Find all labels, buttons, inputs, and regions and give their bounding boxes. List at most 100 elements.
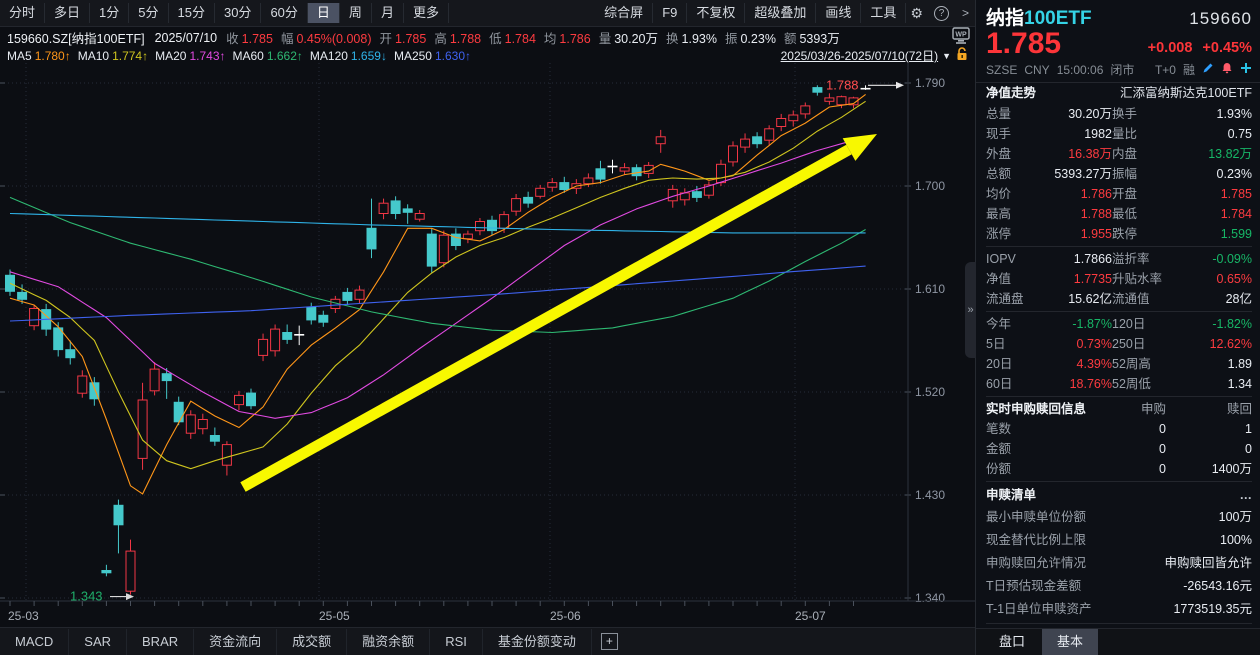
quote-info-bar: 159660.SZ[纳指100ETF] 2025/07/10 收 1.785 幅 0.… bbox=[0, 27, 975, 48]
price-change-group: +0.008 +0.45% bbox=[1148, 40, 1252, 60]
t0-tag: T+0 bbox=[1154, 62, 1176, 77]
stat-pair-row: 外盘 16.38万 内盘 13.82万 bbox=[986, 147, 1252, 161]
chevron-right-icon[interactable]: > bbox=[961, 6, 969, 20]
margin-tag: 融 bbox=[1182, 63, 1195, 77]
ma-legend-bar: MA5 1.780↑ MA10 1.774↑ MA20 1.743↑ MA60 1.662↑ M… bbox=[0, 46, 975, 65]
date-range-label[interactable]: 2025/03/26-2025/07/10(72日) bbox=[780, 49, 939, 63]
stat-量: 量 30.20万 bbox=[598, 32, 658, 46]
trend-dir-icon: ↑ bbox=[142, 48, 149, 63]
svg-text:1.343: 1.343 bbox=[70, 589, 103, 604]
wp-window-icon[interactable]: WP bbox=[951, 27, 971, 48]
stat-pair-row: 净值 1.7735 升贴水率 0.65% bbox=[986, 272, 1252, 286]
trend-dir-icon: ↑ bbox=[64, 48, 71, 63]
stat-pair-row: 流通盘 15.62亿 流通值 28亿 bbox=[986, 292, 1252, 306]
gear-icon[interactable]: ⚙ bbox=[910, 4, 923, 21]
svg-text:1.700: 1.700 bbox=[915, 179, 945, 193]
toolbar-button-6[interactable]: 工具 bbox=[861, 3, 907, 23]
indicator-tab-6[interactable]: 融资余额 bbox=[347, 628, 431, 655]
indicator-tab-8[interactable]: 基金份额变动 bbox=[483, 628, 592, 655]
lock-icon[interactable] bbox=[955, 46, 969, 65]
side-tab-1[interactable]: 盘口 bbox=[999, 634, 1026, 649]
help-icon[interactable]: ? bbox=[933, 5, 949, 21]
quote-side-panel: » 纳指 100ETF 159660 1.785 +0.008 +0.45% S… bbox=[965, 0, 1260, 655]
stat-pair-row: IOPV 1.7866 溢折率 -0.09% bbox=[986, 252, 1252, 266]
fund-full-name: 汇添富纳斯达克100ETF bbox=[1120, 86, 1252, 100]
side-tab-2[interactable]: 基本 bbox=[1042, 629, 1099, 655]
trend-dir-icon: ↑ bbox=[219, 48, 226, 63]
toolbar-button-3[interactable]: 不复权 bbox=[687, 3, 746, 23]
stat-pair-row: 60日 18.76% 52周低 1.34 bbox=[986, 377, 1252, 391]
stat-pair-row: 总额 5393.27万 振幅 0.23% bbox=[986, 167, 1252, 181]
period-tab-11[interactable]: 更多 bbox=[404, 3, 449, 23]
side-panel-tabs: 盘口 基本 bbox=[976, 628, 1260, 655]
period-tab-5[interactable]: 15分 bbox=[169, 3, 215, 23]
svg-text:25-05: 25-05 bbox=[319, 609, 350, 623]
period-tab-6[interactable]: 30分 bbox=[215, 3, 262, 23]
svg-text:1.610: 1.610 bbox=[915, 282, 945, 296]
security-name-suffix: 100ETF bbox=[1024, 8, 1092, 29]
svg-text:25-03: 25-03 bbox=[8, 609, 39, 623]
fund-nav-label: 净值走势 bbox=[986, 86, 1037, 100]
period-tab-9[interactable]: 周 bbox=[340, 3, 372, 23]
period-tab-7[interactable]: 60分 bbox=[261, 3, 308, 23]
period-tab-4[interactable]: 5分 bbox=[129, 3, 169, 23]
range-dropdown-icon[interactable]: ▼ bbox=[942, 50, 951, 61]
stat-幅: 幅 0.45%(0.008) bbox=[280, 32, 372, 46]
indicator-tab-7[interactable]: RSI bbox=[430, 628, 483, 655]
more-dots-icon[interactable]: … bbox=[1239, 488, 1253, 502]
security-code: 159660 bbox=[1189, 9, 1252, 28]
indicator-tab-5[interactable]: 成交额 bbox=[277, 628, 348, 655]
chart-workspace: 分时 多日 1分 5分 15分 30分 60分日周月更多 综合屏 F9 不复权 超级叠加 画线 工具 … bbox=[0, 0, 975, 655]
stat-pair-row: 最高 1.788 最低 1.784 bbox=[986, 207, 1252, 221]
add-indicator-button[interactable]: + bbox=[600, 633, 618, 650]
stat-高: 高 1.788 bbox=[434, 32, 482, 46]
list-item: 申购赎回允许情况 申购赎回皆允许 bbox=[986, 556, 1252, 570]
toolbar-button-5[interactable]: 画线 bbox=[816, 3, 862, 23]
stat-pair-row: 涨停 1.955 跌停 1.599 bbox=[986, 227, 1252, 241]
symbol-label: 159660.SZ[纳指100ETF] bbox=[7, 32, 145, 46]
alert-bell-icon[interactable] bbox=[1221, 62, 1233, 77]
period-tab-3[interactable]: 1分 bbox=[90, 3, 130, 23]
stat-pair-row: 今年 -1.87% 120日 -1.82% bbox=[986, 317, 1252, 331]
exchange-label: SZSE bbox=[986, 62, 1018, 77]
subscription-table-row: 份额 0 1400万 bbox=[986, 462, 1252, 476]
trend-dir-icon: ↑ bbox=[296, 48, 303, 63]
svg-text:25-07: 25-07 bbox=[795, 609, 826, 623]
stat-pair-row: 总量 30.20万 换手 1.93% bbox=[986, 107, 1252, 121]
edit-icon[interactable] bbox=[1202, 62, 1214, 77]
toolbar-button-2[interactable]: F9 bbox=[653, 3, 688, 23]
price-change: +0.008 bbox=[1147, 40, 1193, 56]
stat-低: 低 1.784 bbox=[489, 32, 536, 46]
period-tab-1[interactable]: 分时 bbox=[0, 3, 46, 23]
toolbar-button-4[interactable]: 超级叠加 bbox=[745, 3, 817, 23]
indicator-tab-4[interactable]: 资金流向 bbox=[194, 628, 278, 655]
period-toolbar: 分时 多日 1分 5分 15分 30分 60分日周月更多 综合屏 F9 不复权 超级叠加 画线 工具 … bbox=[0, 0, 975, 27]
currency-label: CNY bbox=[1024, 62, 1050, 77]
fund-nav-row[interactable]: 净值走势 汇添富纳斯达克100ETF bbox=[986, 83, 1252, 104]
subscription-list-header[interactable]: 申赎清单 … bbox=[986, 484, 1252, 506]
add-watchlist-icon[interactable] bbox=[1240, 62, 1252, 77]
price-chart[interactable]: 1.790 1.700 1.610 1.520 1.430 1.340 25-03 25-05… bbox=[0, 63, 975, 629]
date-range-group: 2025/03/26-2025/07/10(72日) ▼ bbox=[780, 46, 975, 65]
subscription-list-title: 申赎清单 bbox=[986, 488, 1037, 502]
indicator-tab-2[interactable]: SAR bbox=[69, 628, 128, 655]
trend-dir-icon: ↑ bbox=[465, 48, 472, 63]
indicator-tab-1[interactable]: MACD bbox=[0, 628, 70, 655]
indicator-tab-3[interactable]: BRAR bbox=[127, 628, 195, 655]
ma-legend-MA5: MA5 1.780↑ bbox=[7, 48, 71, 63]
quote-time: 15:00:06 bbox=[1056, 62, 1104, 77]
period-tab-8[interactable]: 日 bbox=[307, 3, 340, 23]
ma-legend-MA60: MA60 1.662↑ bbox=[232, 48, 303, 63]
panel-collapse-handle[interactable]: » bbox=[965, 262, 976, 358]
session-date: 2025/07/10 bbox=[154, 30, 218, 45]
last-price: 1.785 bbox=[986, 27, 1062, 60]
svg-text:WP: WP bbox=[955, 32, 967, 39]
toolbar-button-1[interactable]: 综合屏 bbox=[595, 3, 654, 23]
toolbar-right-group: 综合屏 F9 不复权 超级叠加 画线 工具 ⚙ ? > bbox=[595, 3, 975, 23]
period-tab-2[interactable]: 多日 bbox=[45, 3, 91, 23]
ma-legend-MA250: MA250 1.630↑ bbox=[393, 48, 472, 63]
svg-text:1.340: 1.340 bbox=[915, 591, 945, 605]
quote-header: 纳指 100ETF 159660 1.785 +0.008 +0.45% SZS… bbox=[976, 0, 1260, 83]
period-tab-10[interactable]: 月 bbox=[372, 3, 404, 23]
ma-legend-MA20: MA20 1.743↑ bbox=[155, 48, 226, 63]
